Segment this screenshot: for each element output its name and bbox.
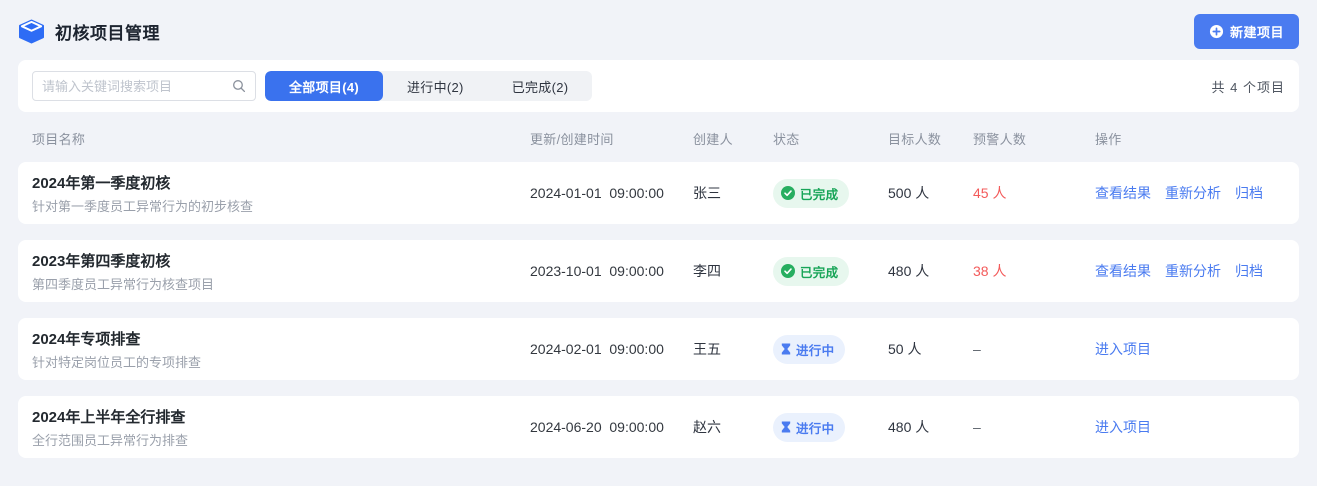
project-creator: 张三 bbox=[693, 185, 721, 201]
column-header-status: 状态 bbox=[773, 131, 800, 147]
plus-circle-icon bbox=[1209, 24, 1224, 38]
status-badge-in-progress: 进行中 bbox=[773, 334, 846, 364]
project-description: 全行范围员工异常行为排查 bbox=[32, 432, 189, 448]
tab-all-projects[interactable]: 全部项目(4) bbox=[265, 71, 383, 101]
status-badge-completed: 已完成 bbox=[773, 256, 850, 286]
project-description: 第四季度员工异常行为核查项目 bbox=[32, 276, 215, 292]
status-badge-in-progress: 进行中 bbox=[773, 412, 846, 442]
preliminary-review-project-management-page: 初核项目管理 新建项目 全部项目(4) 进行中(2) 已完成(2) 共 4 个项… bbox=[18, 0, 1299, 458]
new-project-button[interactable]: 新建项目 bbox=[1193, 13, 1299, 49]
hourglass-icon bbox=[781, 421, 791, 433]
table-header: 项目名称 更新/创建时间 创建人 状态 目标人数 预警人数 操作 bbox=[18, 114, 1299, 162]
project-description: 针对第一季度员工异常行为的初步核查 bbox=[32, 198, 254, 214]
action-reanalyze[interactable]: 重新分析 bbox=[1165, 263, 1221, 279]
search-box[interactable] bbox=[32, 71, 256, 101]
status-label: 进行中 bbox=[796, 421, 835, 436]
action-reanalyze[interactable]: 重新分析 bbox=[1165, 185, 1221, 201]
project-time: 2024-06-20 09:00:00 bbox=[530, 419, 664, 435]
table-row: 2023年第四季度初核 第四季度员工异常行为核查项目 2023-10-01 09… bbox=[18, 240, 1299, 302]
filter-tabs: 全部项目(4) 进行中(2) 已完成(2) bbox=[265, 71, 593, 101]
hourglass-icon bbox=[781, 343, 791, 355]
status-label: 已完成 bbox=[800, 187, 839, 202]
action-archive[interactable]: 归档 bbox=[1235, 263, 1263, 279]
new-project-label: 新建项目 bbox=[1229, 24, 1284, 40]
total-project-count: 共 4 个项目 bbox=[1211, 79, 1285, 95]
search-icon[interactable] bbox=[232, 79, 246, 93]
project-creator: 王五 bbox=[693, 341, 721, 357]
table-row: 2024年第一季度初核 针对第一季度员工异常行为的初步核查 2024-01-01… bbox=[18, 162, 1299, 224]
column-header-warning: 预警人数 bbox=[973, 131, 1027, 147]
column-header-time: 更新/创建时间 bbox=[530, 131, 614, 147]
project-creator: 赵六 bbox=[693, 419, 721, 435]
search-input[interactable] bbox=[42, 78, 232, 94]
table-row: 2024年专项排查 针对特定岗位员工的专项排查 2024-02-01 09:00… bbox=[18, 318, 1299, 380]
project-creator: 李四 bbox=[693, 263, 721, 279]
status-label: 已完成 bbox=[800, 265, 839, 280]
action-archive[interactable]: 归档 bbox=[1235, 185, 1263, 201]
project-name: 2023年第四季度初核 bbox=[32, 252, 171, 270]
table-row: 2024年上半年全行排查 全行范围员工异常行为排查 2024-06-20 09:… bbox=[18, 396, 1299, 458]
check-circle-icon bbox=[781, 264, 795, 278]
status-label: 进行中 bbox=[796, 343, 835, 358]
tab-completed[interactable]: 已完成(2) bbox=[488, 71, 593, 101]
project-time: 2024-01-01 09:00:00 bbox=[530, 185, 664, 201]
target-count: 480 人 bbox=[888, 263, 930, 279]
status-badge-completed: 已完成 bbox=[773, 178, 850, 208]
project-time: 2024-02-01 09:00:00 bbox=[530, 341, 664, 357]
action-view-results[interactable]: 查看结果 bbox=[1095, 185, 1151, 201]
project-name: 2024年第一季度初核 bbox=[32, 174, 171, 192]
column-header-project-name: 项目名称 bbox=[32, 131, 86, 147]
page-title: 初核项目管理 bbox=[55, 23, 160, 43]
project-description: 针对特定岗位员工的专项排查 bbox=[32, 354, 202, 370]
warning-count: – bbox=[973, 341, 981, 357]
warning-count: 38 人 bbox=[973, 263, 1007, 279]
project-name: 2024年上半年全行排查 bbox=[32, 408, 186, 426]
project-time: 2023-10-01 09:00:00 bbox=[530, 263, 664, 279]
check-circle-icon bbox=[781, 186, 795, 200]
warning-count: – bbox=[973, 419, 981, 435]
project-name: 2024年专项排查 bbox=[32, 330, 141, 348]
toolbar: 全部项目(4) 进行中(2) 已完成(2) 共 4 个项目 bbox=[18, 60, 1299, 112]
action-view-results[interactable]: 查看结果 bbox=[1095, 263, 1151, 279]
column-header-creator: 创建人 bbox=[693, 131, 733, 147]
tab-in-progress[interactable]: 进行中(2) bbox=[383, 71, 488, 101]
column-header-target: 目标人数 bbox=[888, 131, 942, 147]
warning-count: 45 人 bbox=[973, 185, 1007, 201]
action-enter-project[interactable]: 进入项目 bbox=[1095, 341, 1151, 357]
action-enter-project[interactable]: 进入项目 bbox=[1095, 419, 1151, 435]
target-count: 480 人 bbox=[888, 419, 930, 435]
target-count: 500 人 bbox=[888, 185, 930, 201]
column-header-actions: 操作 bbox=[1095, 131, 1122, 147]
cube-logo-icon bbox=[18, 18, 44, 44]
app-header: 初核项目管理 新建项目 bbox=[18, 0, 1299, 52]
target-count: 50 人 bbox=[888, 341, 922, 357]
